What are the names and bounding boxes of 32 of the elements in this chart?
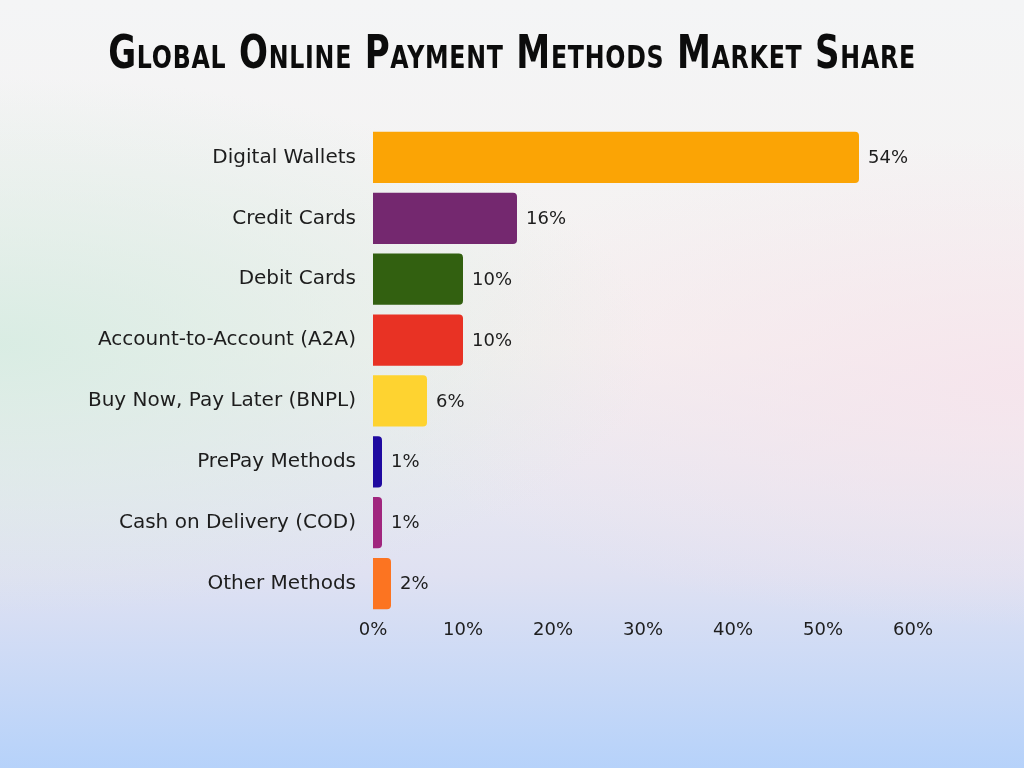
x-tick-label: 60%	[892, 618, 934, 640]
data-label: 2%	[400, 572, 429, 594]
y-tick-label: Cash on Delivery (COD)	[118, 508, 356, 533]
bar	[373, 375, 427, 427]
bar	[373, 192, 517, 244]
x-tick-label: 20%	[532, 618, 574, 640]
y-tick-label: Debit Cards	[238, 265, 356, 290]
y-tick-label: Digital Wallets	[212, 143, 356, 168]
bar	[373, 436, 382, 488]
y-tick-label: Credit Cards	[232, 204, 356, 229]
data-label: 16%	[526, 206, 567, 228]
x-tick-label: 40%	[712, 618, 754, 640]
y-tick-label: Account-to-Account (A2A)	[98, 326, 356, 351]
y-tick-label: Buy Now, Pay Later (BNPL)	[87, 387, 356, 412]
y-tick-label: Other Methods	[207, 569, 356, 594]
x-tick-label: 30%	[622, 618, 664, 640]
data-label: 10%	[472, 328, 513, 350]
bar	[373, 131, 859, 184]
x-tick-label: 10%	[442, 618, 484, 640]
bar	[373, 253, 463, 305]
data-label: 10%	[472, 267, 513, 289]
x-tick-label: 50%	[802, 618, 844, 640]
data-label: 1%	[391, 450, 420, 472]
data-label: 1%	[391, 511, 420, 533]
x-tick-label: 0%	[358, 618, 388, 640]
bar	[373, 497, 382, 549]
bar	[373, 558, 391, 610]
bar	[373, 314, 463, 366]
y-tick-label: PrePay Methods	[197, 448, 356, 473]
chart-title: Global Online Payment Methods Market Share	[108, 25, 916, 79]
data-label: 54%	[868, 146, 909, 168]
data-label: 6%	[436, 389, 465, 411]
